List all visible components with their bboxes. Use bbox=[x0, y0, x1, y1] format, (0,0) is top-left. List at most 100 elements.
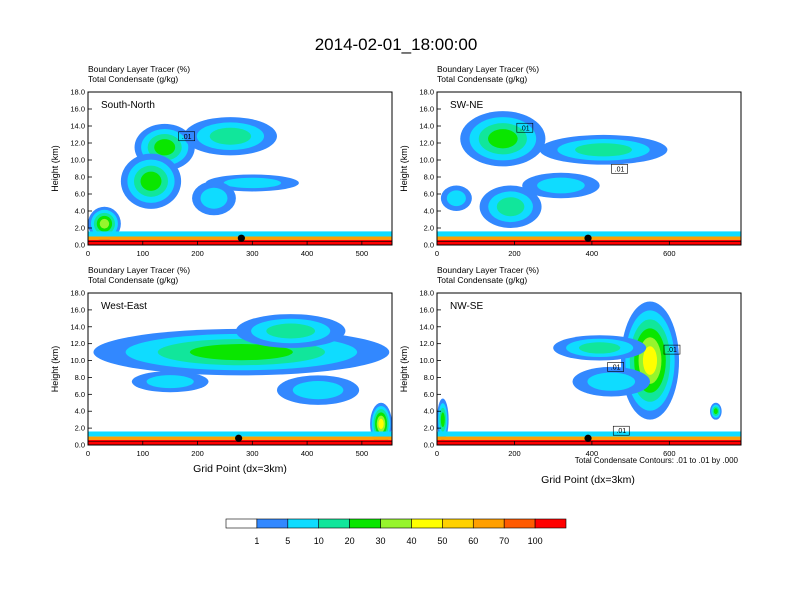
colorbar-label: 1 bbox=[254, 536, 259, 546]
y-tick-label: 0.0 bbox=[424, 441, 434, 450]
panel-label-condensate: Total Condensate (g/kg) bbox=[437, 275, 527, 285]
cloud-level-3 bbox=[496, 197, 525, 217]
plot-area bbox=[88, 117, 392, 245]
colorbar-swatch bbox=[534, 518, 567, 529]
y-axis-label: Height (km) bbox=[50, 145, 60, 192]
cloud-level-4 bbox=[488, 129, 518, 149]
colorbar-label: 70 bbox=[499, 536, 509, 546]
panel-name: SW-NE bbox=[450, 100, 483, 111]
location-marker bbox=[235, 434, 243, 442]
x-axis-label-right: Grid Point (dx=3km) bbox=[541, 474, 635, 486]
colorbar-swatch bbox=[380, 518, 412, 529]
x-tick-label: 0 bbox=[435, 449, 439, 458]
panel-frame bbox=[436, 292, 742, 446]
cloud-level-2 bbox=[146, 375, 194, 389]
cloud-level-4 bbox=[140, 171, 162, 191]
colorbar-swatch bbox=[287, 518, 320, 529]
y-tick-label: 4.0 bbox=[75, 207, 85, 216]
cloud-level-2 bbox=[446, 190, 466, 207]
colorbar-swatch bbox=[349, 518, 381, 529]
y-tick-label: 12.0 bbox=[419, 339, 434, 348]
x-tick-label: 400 bbox=[586, 449, 599, 458]
contour-label: .01 bbox=[615, 166, 625, 173]
contour-label-box bbox=[612, 425, 630, 436]
y-tick-label: 18.0 bbox=[419, 88, 434, 97]
x-tick-label: 100 bbox=[137, 449, 150, 458]
y-axis-label: Height (km) bbox=[399, 346, 409, 393]
contour-label: .01 bbox=[616, 428, 626, 435]
y-tick-label: 2.0 bbox=[75, 224, 85, 233]
contour-label-box bbox=[516, 122, 534, 133]
y-tick-label: 18.0 bbox=[70, 88, 85, 97]
x-tick-label: 600 bbox=[663, 249, 676, 258]
y-tick-label: 18.0 bbox=[419, 289, 434, 298]
contour-label-box bbox=[663, 344, 681, 355]
y-axis-label: Height (km) bbox=[50, 346, 60, 393]
colorbar-swatch bbox=[472, 518, 505, 529]
panel-label-tracer: Boundary Layer Tracer (%) bbox=[88, 64, 190, 74]
y-tick-label: 10.0 bbox=[70, 156, 85, 165]
y-tick-label: 12.0 bbox=[419, 139, 434, 148]
x-tick-label: 0 bbox=[86, 449, 90, 458]
y-tick-label: 14.0 bbox=[70, 122, 85, 131]
y-tick-label: 16.0 bbox=[419, 305, 434, 314]
x-tick-label: 600 bbox=[663, 449, 676, 458]
panel-frame bbox=[87, 292, 393, 446]
boundary-layer-band-0 bbox=[437, 431, 741, 437]
y-tick-label: 4.0 bbox=[424, 407, 434, 416]
y-tick-label: 8.0 bbox=[75, 173, 85, 182]
x-tick-label: 300 bbox=[246, 249, 259, 258]
plot-area bbox=[437, 111, 741, 245]
panels-group: .01 0.0 2.0 4.0 6.0 8.0 10.0 12.0 14.0 16.0 18.0 0 1… bbox=[50, 64, 742, 458]
figure-title: 2014-02-01_18:00:00 bbox=[315, 35, 478, 54]
y-tick-label: 4.0 bbox=[424, 207, 434, 216]
boundary-layer-band-2 bbox=[88, 439, 392, 445]
contour-footnote: Total Condensate Contours: .01 to .01 by… bbox=[575, 456, 739, 465]
panel-frame bbox=[436, 91, 742, 246]
cloud-level-6 bbox=[378, 418, 384, 430]
y-tick-label: 2.0 bbox=[424, 424, 434, 433]
colorbar-label: 60 bbox=[468, 536, 478, 546]
cloud-level-2 bbox=[200, 187, 228, 209]
x-tick-label: 400 bbox=[586, 249, 599, 258]
y-tick-label: 14.0 bbox=[419, 122, 434, 131]
panel-nw-se: .01 .01 .01 0.0 2.0 4.0 6.0 8.0 10.0 12.0 14.0 16.0… bbox=[399, 265, 742, 458]
y-tick-label: 14.0 bbox=[419, 322, 434, 331]
y-tick-label: 6.0 bbox=[424, 390, 434, 399]
x-tick-label: 500 bbox=[356, 449, 369, 458]
panel-label-condensate: Total Condensate (g/kg) bbox=[88, 74, 178, 84]
boundary-layer-band-0 bbox=[437, 231, 741, 237]
contour-label-box bbox=[178, 131, 195, 142]
y-tick-label: 12.0 bbox=[70, 339, 85, 348]
cloud-level-2 bbox=[537, 177, 585, 194]
y-tick-label: 16.0 bbox=[70, 305, 85, 314]
colorbar-swatch bbox=[256, 518, 289, 529]
cloud-level-4 bbox=[713, 408, 718, 415]
y-tick-label: 0.0 bbox=[424, 241, 434, 250]
panel-label-tracer: Boundary Layer Tracer (%) bbox=[437, 64, 539, 74]
y-tick-label: 6.0 bbox=[75, 390, 85, 399]
cloud-level-3 bbox=[209, 127, 252, 145]
cloud-level-4 bbox=[440, 412, 445, 428]
cloud-level-4 bbox=[189, 344, 293, 361]
y-tick-label: 18.0 bbox=[70, 289, 85, 298]
panel-name: West-East bbox=[101, 301, 147, 312]
colorbar-swatch bbox=[442, 518, 474, 529]
y-tick-label: 8.0 bbox=[424, 173, 434, 182]
contour-label: .01 bbox=[182, 134, 192, 141]
colorbar-swatch bbox=[503, 518, 536, 529]
y-tick-label: 14.0 bbox=[70, 322, 85, 331]
y-tick-label: 2.0 bbox=[75, 424, 85, 433]
contour-label-box bbox=[611, 164, 628, 174]
y-tick-label: 8.0 bbox=[75, 373, 85, 382]
colorbar-label: 30 bbox=[376, 536, 386, 546]
x-tick-label: 300 bbox=[246, 449, 259, 458]
panel-name: NW-SE bbox=[450, 301, 483, 312]
cloud-level-2 bbox=[587, 372, 636, 391]
x-tick-label: 200 bbox=[191, 449, 204, 458]
location-marker bbox=[237, 234, 245, 242]
panel-label-condensate: Total Condensate (g/kg) bbox=[437, 74, 527, 84]
colorbar-swatch bbox=[411, 518, 443, 529]
y-tick-label: 0.0 bbox=[75, 441, 85, 450]
panel-name: South-North bbox=[101, 100, 155, 111]
